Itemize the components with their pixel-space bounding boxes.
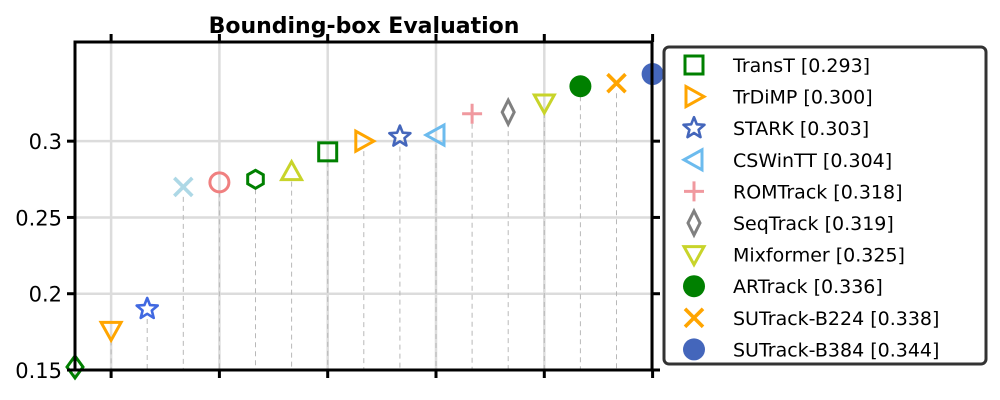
legend-label-3: CSWinTT [0.304] <box>733 150 892 172</box>
legend-label-9: SUTrack-B384 [0.344] <box>733 339 939 361</box>
legend: TransT [0.293] TrDiMP [0.300] STARK [0.303… <box>662 45 988 366</box>
marker-extra-point-5 <box>246 168 265 191</box>
legend-marker-3 <box>680 147 704 173</box>
legend-marker-6 <box>681 245 707 268</box>
legend-marker-7 <box>683 275 705 298</box>
chart-title: Bounding-box Evaluation <box>209 14 520 39</box>
marker-extra-point-2 <box>135 296 159 320</box>
legend-label-2: STARK [0.303] <box>733 118 869 140</box>
y-tick-label-0: 0.15 <box>15 359 62 383</box>
y-tick-label-1: 0.2 <box>29 283 62 307</box>
marker-extra-point-1 <box>98 320 124 344</box>
marker-series-point-6 <box>531 93 557 117</box>
legend-marker-0 <box>683 54 705 76</box>
marker-series-point-8 <box>606 72 627 94</box>
legend-marker-2 <box>682 115 706 139</box>
drop-lines <box>74 84 654 377</box>
legend-label-6: Mixformer [0.325] <box>733 245 905 267</box>
marker-series-point-4 <box>462 103 483 124</box>
legend-label-4: ROMTrack [0.318] <box>733 181 903 203</box>
legend-marker-5 <box>686 207 702 239</box>
legend-label-0: TransT [0.293] <box>732 55 870 77</box>
marker-series-point-3 <box>422 122 446 148</box>
marker-series-point-1 <box>354 128 377 154</box>
plot-frame <box>73 40 654 372</box>
marker-extra-point-0 <box>65 353 85 381</box>
marker-series-point-0 <box>317 141 339 163</box>
marker-series-point-5 <box>500 96 516 128</box>
legend-marker-8 <box>683 307 705 329</box>
y-tick-label-3: 0.3 <box>29 130 62 154</box>
legend-label-1: TrDiMP [0.300] <box>732 87 873 109</box>
marker-series-point-7 <box>569 75 592 98</box>
marker-extra-point-6 <box>279 158 305 182</box>
marker-series-point-2 <box>388 124 412 147</box>
marker-extra-point-4 <box>208 171 231 194</box>
legend-label-5: SeqTrack [0.319] <box>733 213 894 235</box>
data-points <box>65 63 664 381</box>
legend-marker-4 <box>684 181 704 202</box>
y-tick-label-2: 0.25 <box>15 206 62 230</box>
marker-extra-point-3 <box>173 176 194 198</box>
legend-frame <box>662 45 988 366</box>
legend-label-7: ARTrack [0.336] <box>733 276 883 298</box>
legend-label-8: SUTrack-B224 [0.338] <box>733 308 939 330</box>
legend-marker-9 <box>683 338 705 361</box>
legend-marker-1 <box>684 84 708 110</box>
axis-ticks: 0.15 0.2 0.25 0.3 <box>15 34 660 383</box>
